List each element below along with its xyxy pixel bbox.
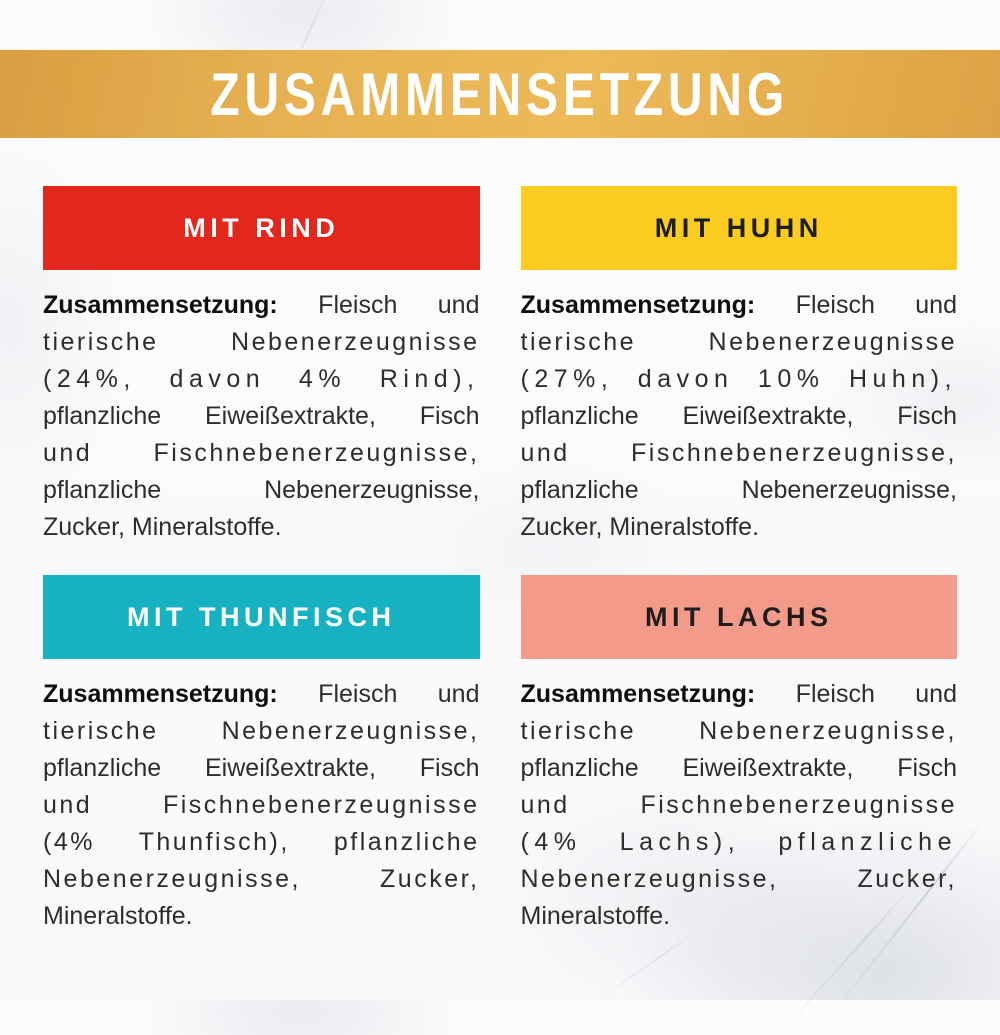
composition-text-thunfisch: Zusammensetzung: Fleisch und tierische Ne… <box>43 676 480 935</box>
section-rind: MIT RIND Zusammensetzung: Fleisch und tier… <box>43 186 480 546</box>
composition-line: pflanzliche Eiweißextrakte, Fisch <box>43 402 480 430</box>
composition-label: Zusammensetzung: <box>520 680 756 708</box>
composition-label: Zusammensetzung: <box>43 291 278 319</box>
composition-line: tierische Nebenerzeugnisse, <box>43 717 480 745</box>
section-thunfisch: MIT THUNFISCH Zusammensetzung: Fleisch un… <box>43 575 480 935</box>
composition-line: Nebenerzeugnisse, Zucker, <box>520 865 957 893</box>
marble-vein <box>583 929 699 1011</box>
section-lachs: MIT LACHS Zusammensetzung: Fleisch und tie… <box>520 575 958 935</box>
composition-line: und Fischnebenerzeugnisse <box>43 791 480 819</box>
composition-line: Zusammensetzung: Fleisch und <box>520 291 958 319</box>
composition-line: pflanzliche Eiweißextrakte, Fisch <box>520 754 958 782</box>
variant-banner-thunfisch: MIT THUNFISCH <box>43 575 480 659</box>
title-banner: ZUSAMMENSETZUNG <box>0 50 1000 138</box>
composition-line: und Fischnebenerzeugnisse, <box>520 439 957 467</box>
composition-line: pflanzliche Nebenerzeugnisse, <box>520 476 958 504</box>
composition-line: Zucker, Mineralstoffe. <box>520 513 760 541</box>
composition-line: Zusammensetzung: Fleisch und <box>520 680 958 708</box>
composition-line: pflanzliche Nebenerzeugnisse, <box>43 476 480 504</box>
composition-line: tierische Nebenerzeugnisse <box>520 328 957 356</box>
composition-line: Mineralstoffe. <box>43 902 193 930</box>
page-title: ZUSAMMENSETZUNG <box>210 60 790 128</box>
composition-label: Zusammensetzung: <box>520 291 756 319</box>
composition-text-lachs: Zusammensetzung: Fleisch und tierische Ne… <box>521 676 958 935</box>
composition-line: pflanzliche Eiweißextrakte, Fisch <box>43 754 480 782</box>
composition-line: Mineralstoffe. <box>520 902 671 930</box>
composition-line: und Fischnebenerzeugnisse, <box>43 439 480 467</box>
section-huhn: MIT HUHN Zusammensetzung: Fleisch und tier… <box>520 186 958 546</box>
variant-banner-huhn: MIT HUHN <box>520 186 957 270</box>
composition-line: und Fischnebenerzeugnisse <box>520 791 957 819</box>
composition-line: tierische Nebenerzeugnisse, <box>520 717 957 745</box>
composition-text-huhn: Zusammensetzung: Fleisch und tierische Ne… <box>521 287 958 546</box>
composition-line: Nebenerzeugnisse, Zucker, <box>43 865 480 893</box>
composition-line: Zucker, Mineralstoffe. <box>43 513 282 541</box>
composition-line: pflanzliche Eiweißextrakte, Fisch <box>520 402 958 430</box>
composition-line: Zusammensetzung: Fleisch und <box>43 680 480 708</box>
variant-banner-lachs: MIT LACHS <box>520 575 957 659</box>
composition-line: tierische Nebenerzeugnisse <box>43 328 480 356</box>
composition-line: (24%, davon 4% Rind), <box>43 365 480 393</box>
composition-line: (4% Thunfisch), pflanzliche <box>43 828 480 856</box>
composition-line: (27%, davon 10% Huhn), <box>520 365 957 393</box>
composition-line: Zusammensetzung: Fleisch und <box>43 291 480 319</box>
composition-label: Zusammensetzung: <box>43 680 278 708</box>
variant-banner-rind: MIT RIND <box>43 186 480 270</box>
composition-line: (4% Lachs), pflanzliche <box>520 828 957 856</box>
sections-grid: MIT RIND Zusammensetzung: Fleisch und tier… <box>43 186 957 935</box>
composition-text-rind: Zusammensetzung: Fleisch und tierische Ne… <box>43 287 480 546</box>
